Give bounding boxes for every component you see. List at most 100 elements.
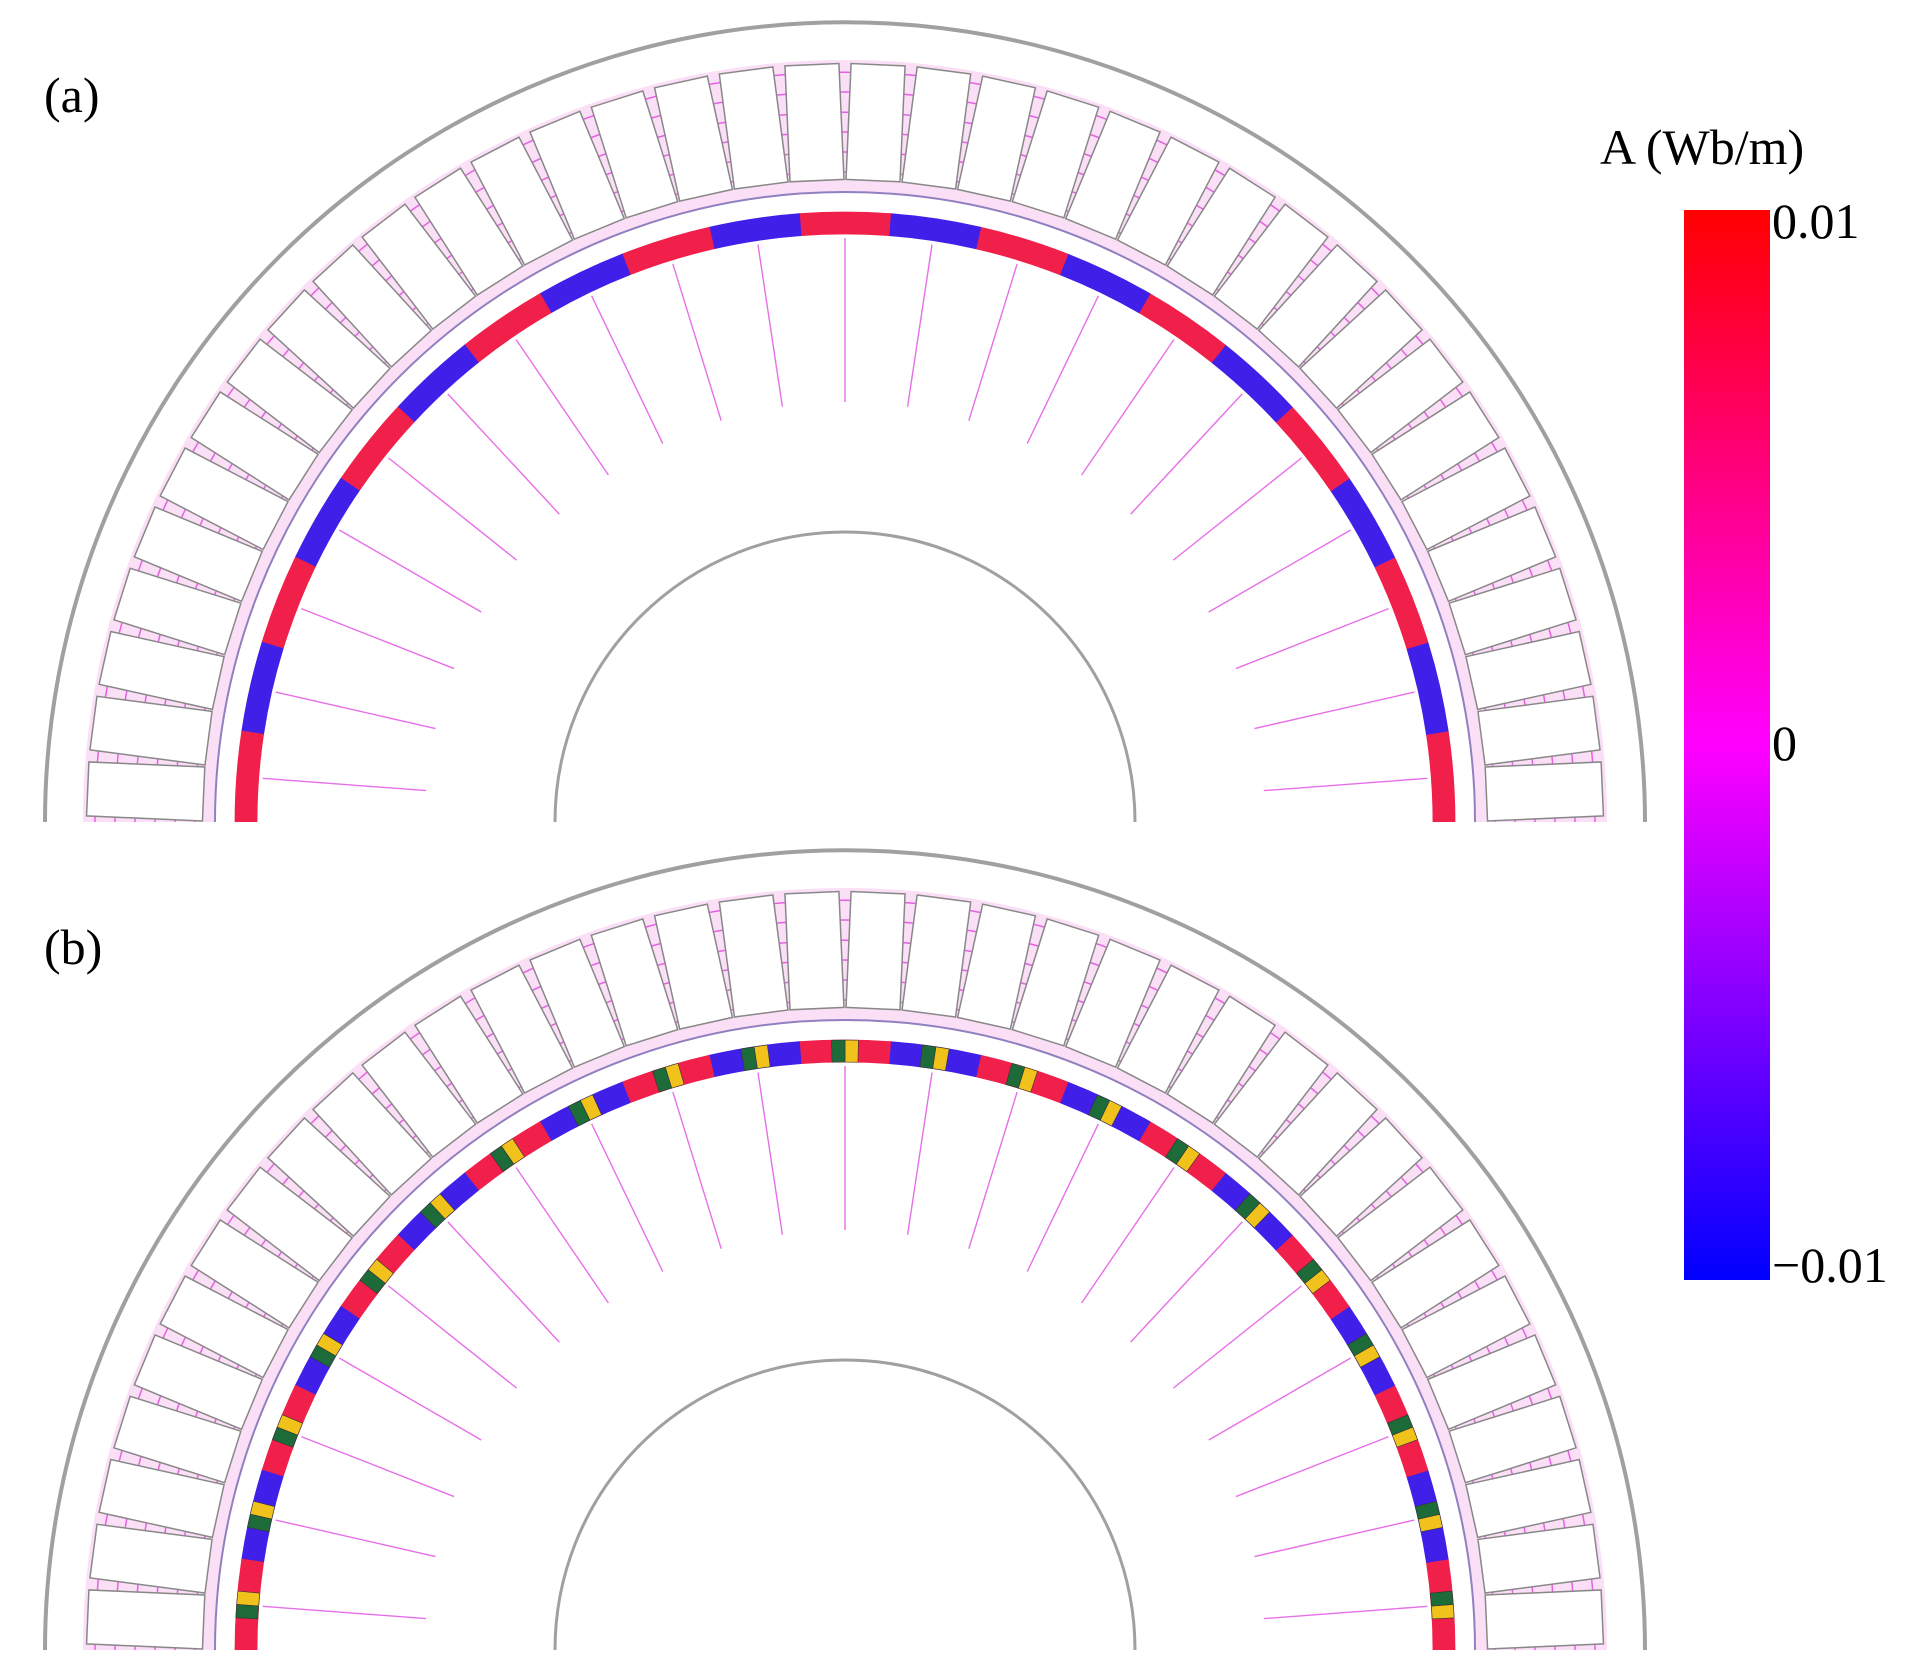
magnet-insert-green [1165, 1138, 1190, 1165]
stator-slot [1336, 1166, 1464, 1282]
stator-slot [113, 1395, 242, 1484]
stator-slot [1166, 995, 1277, 1125]
stator-slot [718, 66, 789, 190]
stator-slot [1116, 136, 1220, 267]
colorbar [1684, 210, 1770, 1280]
magnet-segment [975, 226, 1069, 276]
stator-slot [1426, 506, 1557, 603]
rotor-flux-line [1081, 339, 1175, 476]
stator-outer-boundary [43, 20, 1647, 822]
stator-slot [361, 1031, 477, 1159]
stator-slot [1484, 761, 1605, 822]
stator-slot [226, 1166, 354, 1282]
stator-slot [1400, 1275, 1531, 1379]
rotor-flux-line [1263, 777, 1428, 792]
stator-slot [226, 338, 354, 454]
stator-slot [1477, 1523, 1601, 1594]
rotor-flux-line [301, 607, 455, 670]
stator-slot [311, 243, 433, 368]
rotor-flux-line [590, 295, 664, 444]
stator-slot [529, 110, 626, 241]
stator-slot [1011, 90, 1100, 219]
rotor-flux-line [262, 777, 427, 792]
stator-slot [311, 1071, 433, 1196]
magnet-insert-green [1414, 1500, 1441, 1520]
magnet-insert-green [309, 1344, 337, 1368]
magnet-segment [798, 211, 892, 237]
magnet-insert-green [1005, 1062, 1026, 1089]
stator-slot [653, 75, 734, 202]
rotor-flux-line [387, 1285, 518, 1389]
stator-slot [1448, 567, 1577, 656]
magnet-insert-green [419, 1202, 446, 1229]
stator-slot [529, 938, 626, 1069]
stator-slot [845, 62, 906, 183]
rotor-flux-line [338, 1357, 482, 1441]
stator-slot [190, 390, 320, 501]
stator-flux-line [114, 919, 1576, 1650]
stator-flux-line [114, 91, 1576, 822]
rotor-flux-line [338, 529, 482, 613]
magnet-segment [621, 226, 715, 276]
stator-slot [784, 890, 845, 1011]
colorbar-max-label: 0.01 [1772, 193, 1860, 249]
magnet-insert-green [489, 1145, 515, 1172]
stator-slot [98, 1458, 225, 1539]
magnet-segment [261, 556, 316, 650]
magnet-insert-green [1387, 1414, 1414, 1436]
stator-slot [956, 75, 1037, 202]
stator-slot [590, 918, 679, 1047]
rotor-flux-line [262, 1605, 427, 1620]
stator-slot [784, 62, 845, 183]
stator-slot [266, 288, 391, 410]
stator-slot [590, 90, 679, 219]
stator-slot [1166, 167, 1277, 297]
rotor-flux-line [1026, 295, 1100, 444]
rotor-flux-line [275, 691, 436, 730]
colorbar-mid-label: 0 [1772, 715, 1797, 771]
magnet-insert-green [1347, 1333, 1374, 1357]
rotor-flux-line [1263, 1605, 1428, 1620]
stator-slot [1213, 203, 1329, 331]
panel-a-surface-pm-machine [43, 20, 1647, 822]
magnet-insert-green [1088, 1094, 1111, 1121]
magnet-insert-green [652, 1066, 673, 1093]
shaft-boundary [553, 1358, 1137, 1650]
stator-slot [901, 894, 972, 1018]
stator-slot [1477, 695, 1601, 766]
magnet-insert-green [567, 1100, 591, 1127]
magnet-insert-green [1234, 1193, 1261, 1220]
panel-label-a: (a) [44, 67, 100, 123]
stator-slot [956, 903, 1037, 1030]
shaft-boundary [553, 530, 1137, 822]
stator-slot [1465, 630, 1592, 711]
stator-slot [133, 506, 264, 603]
rotor-flux-line [1208, 1357, 1352, 1441]
rotor-flux-line [757, 244, 784, 407]
stator-slot [1257, 1071, 1379, 1196]
stator-slot [89, 1523, 213, 1594]
magnet-insert-green [831, 1039, 846, 1063]
stator-slot [159, 447, 290, 551]
rotor-flux-line [1235, 607, 1389, 670]
rotor-flux-line [515, 339, 609, 476]
magnet-segment [1425, 730, 1456, 822]
magnet-segment [1374, 556, 1429, 650]
rotor-flux-line [447, 1221, 560, 1343]
stator-slot [113, 567, 242, 656]
magnet-insert-green [235, 1604, 259, 1620]
stator-slot [1213, 1031, 1329, 1159]
airgap-boundary [214, 191, 1476, 822]
colorbar-min-label: −0.01 [1772, 1237, 1888, 1293]
magnet-insert-green [1429, 1590, 1454, 1607]
stator-slot [1448, 1395, 1577, 1484]
rotor-flux-line [906, 244, 933, 407]
stator-slot [85, 761, 206, 822]
magnet-insert-yellow [1431, 1604, 1455, 1620]
stator-outer-boundary [43, 848, 1647, 1650]
stator-slot [98, 630, 225, 711]
stator-slot [1064, 110, 1161, 241]
rotor-flux-line [1026, 1123, 1100, 1272]
panel-b-segmented-pm-machine [43, 848, 1647, 1650]
magnet-segment [708, 213, 802, 250]
